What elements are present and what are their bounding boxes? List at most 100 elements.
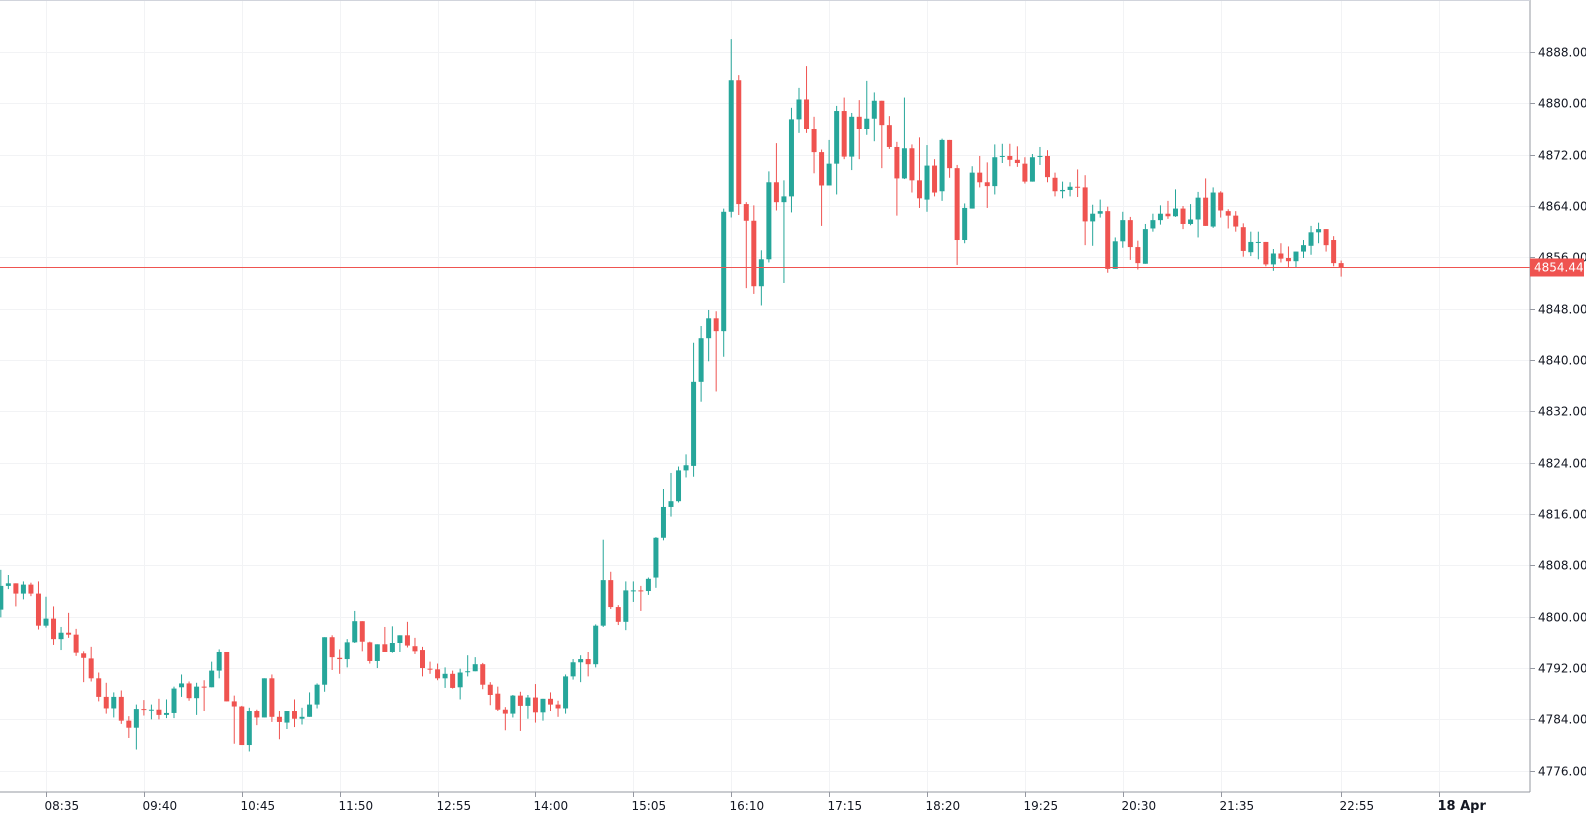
candle-up[interactable] bbox=[194, 682, 200, 715]
candle-up[interactable] bbox=[1029, 154, 1035, 182]
candle-up[interactable] bbox=[171, 686, 177, 719]
candle-down[interactable] bbox=[88, 646, 94, 682]
candle-down[interactable] bbox=[977, 155, 983, 188]
candle-up[interactable] bbox=[1301, 240, 1307, 258]
candle-up[interactable] bbox=[728, 39, 734, 218]
candle-up[interactable] bbox=[1090, 204, 1096, 246]
candle-up[interactable] bbox=[1210, 187, 1216, 228]
candle-up[interactable] bbox=[397, 635, 403, 652]
candle-down[interactable] bbox=[96, 672, 102, 702]
candle-down[interactable] bbox=[804, 66, 810, 133]
candle-up[interactable] bbox=[1316, 222, 1322, 244]
candle-up[interactable] bbox=[322, 637, 328, 692]
candle-down[interactable] bbox=[1075, 169, 1081, 198]
candle-down[interactable] bbox=[435, 663, 441, 681]
candle-up[interactable] bbox=[246, 707, 252, 752]
candle-up[interactable] bbox=[563, 674, 569, 714]
candle-up[interactable] bbox=[698, 326, 704, 402]
candle-up[interactable] bbox=[1097, 199, 1103, 218]
candle-down[interactable] bbox=[1052, 172, 1058, 197]
candle-up[interactable] bbox=[849, 112, 855, 171]
candle-up[interactable] bbox=[1037, 146, 1043, 165]
candle-up[interactable] bbox=[871, 92, 877, 142]
candle-up[interactable] bbox=[796, 87, 802, 133]
candle-up[interactable] bbox=[43, 596, 49, 628]
candle-up[interactable] bbox=[20, 581, 26, 600]
candle-up[interactable] bbox=[939, 138, 945, 201]
candle-down[interactable] bbox=[1203, 178, 1209, 226]
candle-up[interactable] bbox=[352, 610, 358, 644]
candle-up[interactable] bbox=[1120, 211, 1126, 248]
candle-down[interactable] bbox=[548, 692, 554, 712]
candle-up[interactable] bbox=[969, 166, 975, 209]
candle-up[interactable] bbox=[1067, 182, 1073, 197]
candle-up[interactable] bbox=[1173, 189, 1178, 217]
candle-up[interactable] bbox=[721, 208, 727, 357]
candle-down[interactable] bbox=[1014, 146, 1020, 167]
candle-up[interactable] bbox=[58, 626, 64, 651]
candle-down[interactable] bbox=[367, 641, 373, 664]
candle-down[interactable] bbox=[1323, 229, 1329, 252]
candle-down[interactable] bbox=[894, 141, 900, 216]
candle-down[interactable] bbox=[239, 705, 245, 746]
candle-down[interactable] bbox=[291, 699, 297, 728]
candle-up[interactable] bbox=[864, 80, 870, 135]
candle-down[interactable] bbox=[841, 97, 847, 160]
candle-up[interactable] bbox=[344, 639, 350, 668]
candle-down[interactable] bbox=[487, 682, 493, 706]
candle-up[interactable] bbox=[307, 692, 313, 717]
candle-up[interactable] bbox=[758, 250, 764, 306]
candle-down[interactable] bbox=[480, 662, 486, 690]
candle-down[interactable] bbox=[1331, 236, 1337, 267]
candle-down[interactable] bbox=[118, 690, 124, 724]
candle-up[interactable] bbox=[284, 711, 290, 729]
candle-up[interactable] bbox=[1060, 181, 1066, 199]
candle-down[interactable] bbox=[269, 674, 275, 722]
candle-down[interactable] bbox=[224, 651, 230, 702]
candle-down[interactable] bbox=[1082, 175, 1088, 246]
candle-down[interactable] bbox=[1233, 211, 1239, 232]
candle-up[interactable] bbox=[148, 704, 154, 720]
candle-down[interactable] bbox=[1225, 209, 1231, 229]
candle-up[interactable] bbox=[457, 668, 463, 700]
candle-up[interactable] bbox=[1157, 205, 1163, 225]
candle-down[interactable] bbox=[879, 100, 885, 169]
candle-up[interactable] bbox=[676, 466, 682, 503]
candle-down[interactable] bbox=[337, 649, 343, 674]
candle-down[interactable] bbox=[532, 684, 538, 723]
candle-down[interactable] bbox=[404, 621, 410, 648]
candle-up[interactable] bbox=[999, 143, 1005, 164]
candle-up[interactable] bbox=[623, 581, 629, 631]
candle-up[interactable] bbox=[1188, 204, 1194, 226]
candle-up[interactable] bbox=[706, 309, 712, 362]
candle-down[interactable] bbox=[28, 582, 34, 597]
candle-up[interactable] bbox=[766, 171, 772, 263]
candle-up[interactable] bbox=[788, 107, 794, 213]
candle-down[interactable] bbox=[1278, 243, 1284, 263]
candle-up[interactable] bbox=[1195, 191, 1201, 238]
candle-down[interactable] bbox=[1007, 143, 1013, 167]
candle-up[interactable] bbox=[216, 649, 222, 679]
candle-down[interactable] bbox=[1338, 260, 1344, 277]
candle-up[interactable] bbox=[1112, 237, 1118, 269]
candle-up[interactable] bbox=[1255, 231, 1261, 260]
candle-down[interactable] bbox=[736, 75, 742, 215]
candle-up[interactable] bbox=[0, 569, 4, 618]
candle-down[interactable] bbox=[1105, 206, 1111, 273]
candle-down[interactable] bbox=[886, 116, 892, 149]
candle-down[interactable] bbox=[811, 116, 817, 174]
candle-down[interactable] bbox=[585, 651, 591, 677]
candle-up[interactable] bbox=[1150, 213, 1156, 232]
candle-up[interactable] bbox=[374, 644, 380, 669]
candle-down[interactable] bbox=[495, 686, 501, 712]
candle-up[interactable] bbox=[826, 139, 832, 186]
candle-down[interactable] bbox=[103, 682, 109, 714]
candle-down[interactable] bbox=[954, 164, 960, 266]
candle-up[interactable] bbox=[314, 683, 320, 709]
candle-down[interactable] bbox=[1135, 240, 1141, 270]
candle-down[interactable] bbox=[916, 137, 922, 208]
candle-down[interactable] bbox=[186, 681, 192, 701]
candle-up[interactable] bbox=[510, 694, 516, 718]
candle-up[interactable] bbox=[630, 581, 636, 602]
